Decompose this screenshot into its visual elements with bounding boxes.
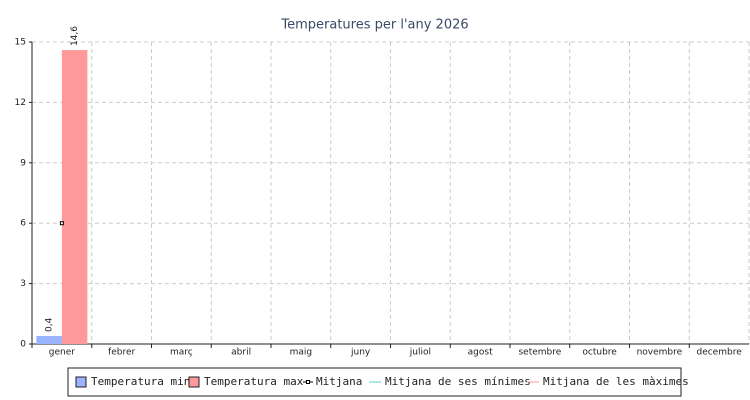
x-tick-label: decembre (696, 348, 742, 358)
x-tick-label: març (170, 348, 193, 358)
y-tick-label: 3 (20, 279, 26, 289)
legend-label: Mitjana de ses mínimes (385, 375, 531, 388)
x-tick-label: juliol (409, 348, 431, 358)
x-tick-label: maig (290, 348, 313, 358)
legend-label: Mitjana (316, 375, 362, 388)
y-tick-label: 9 (20, 158, 26, 168)
y-tick-label: 15 (15, 38, 26, 48)
chart-title: Temperatures per l'any 2026 (280, 18, 468, 33)
x-tick-label: novembre (637, 348, 683, 358)
x-tick-label: agost (468, 348, 493, 358)
x-tick-label: gener (49, 348, 75, 358)
legend-label: Temperatura min (91, 375, 190, 388)
legend-swatch (306, 380, 310, 384)
x-tick-label: setembre (518, 348, 561, 358)
x-tick-label: juny (350, 348, 371, 358)
value-label: 14,6 (70, 26, 80, 46)
legend-swatch (188, 376, 200, 388)
legend-label: Temperatura max (204, 375, 304, 388)
legend-swatch (75, 376, 87, 388)
point-marker (59, 221, 64, 226)
bar (61, 50, 88, 344)
x-tick-label: febrer (108, 348, 135, 358)
y-tick-label: 12 (15, 98, 26, 108)
x-tick-label: abril (231, 348, 251, 358)
y-tick-label: 0 (20, 340, 26, 350)
legend-label: Mitjana de les màximes (543, 375, 689, 388)
bar (36, 335, 62, 344)
value-label: 0,4 (45, 317, 55, 332)
x-tick-label: octubre (582, 348, 617, 358)
y-tick-label: 6 (20, 219, 26, 229)
